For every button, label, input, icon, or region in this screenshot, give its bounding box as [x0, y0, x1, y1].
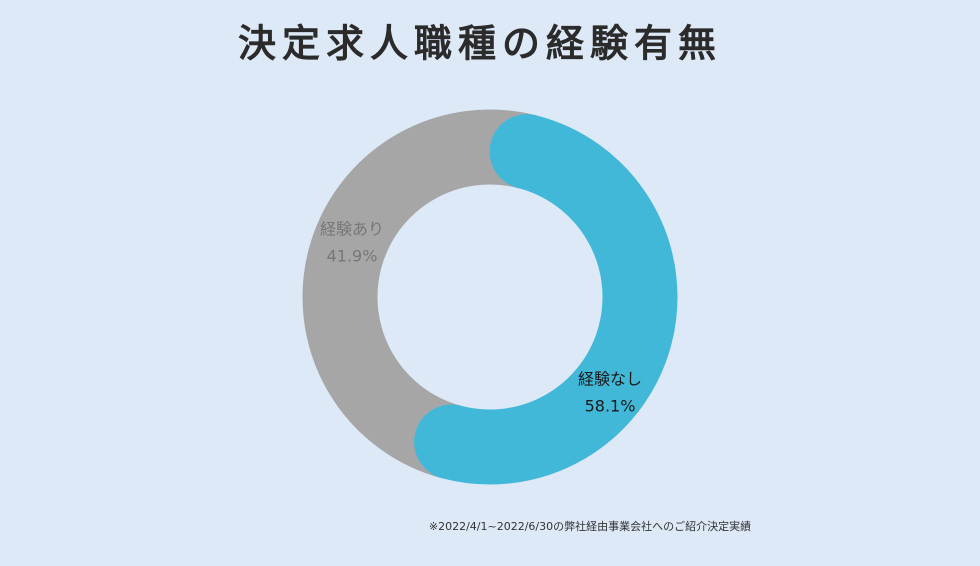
segment-label: 経験なし: [578, 370, 642, 389]
segment-label: 経験あり: [320, 220, 384, 239]
donut: [302, 109, 678, 485]
footnote: ※2022/4/1~2022/6/30の弊社経由事業会社へのご紹介決定実績: [429, 519, 751, 533]
donut-segment: [302, 109, 537, 479]
value-label: 58.1%: [585, 397, 636, 416]
value-label: 41.9%: [327, 247, 378, 266]
chart-title: 決定求人職種の経験有無: [238, 22, 722, 66]
donut-segment: [414, 114, 678, 485]
